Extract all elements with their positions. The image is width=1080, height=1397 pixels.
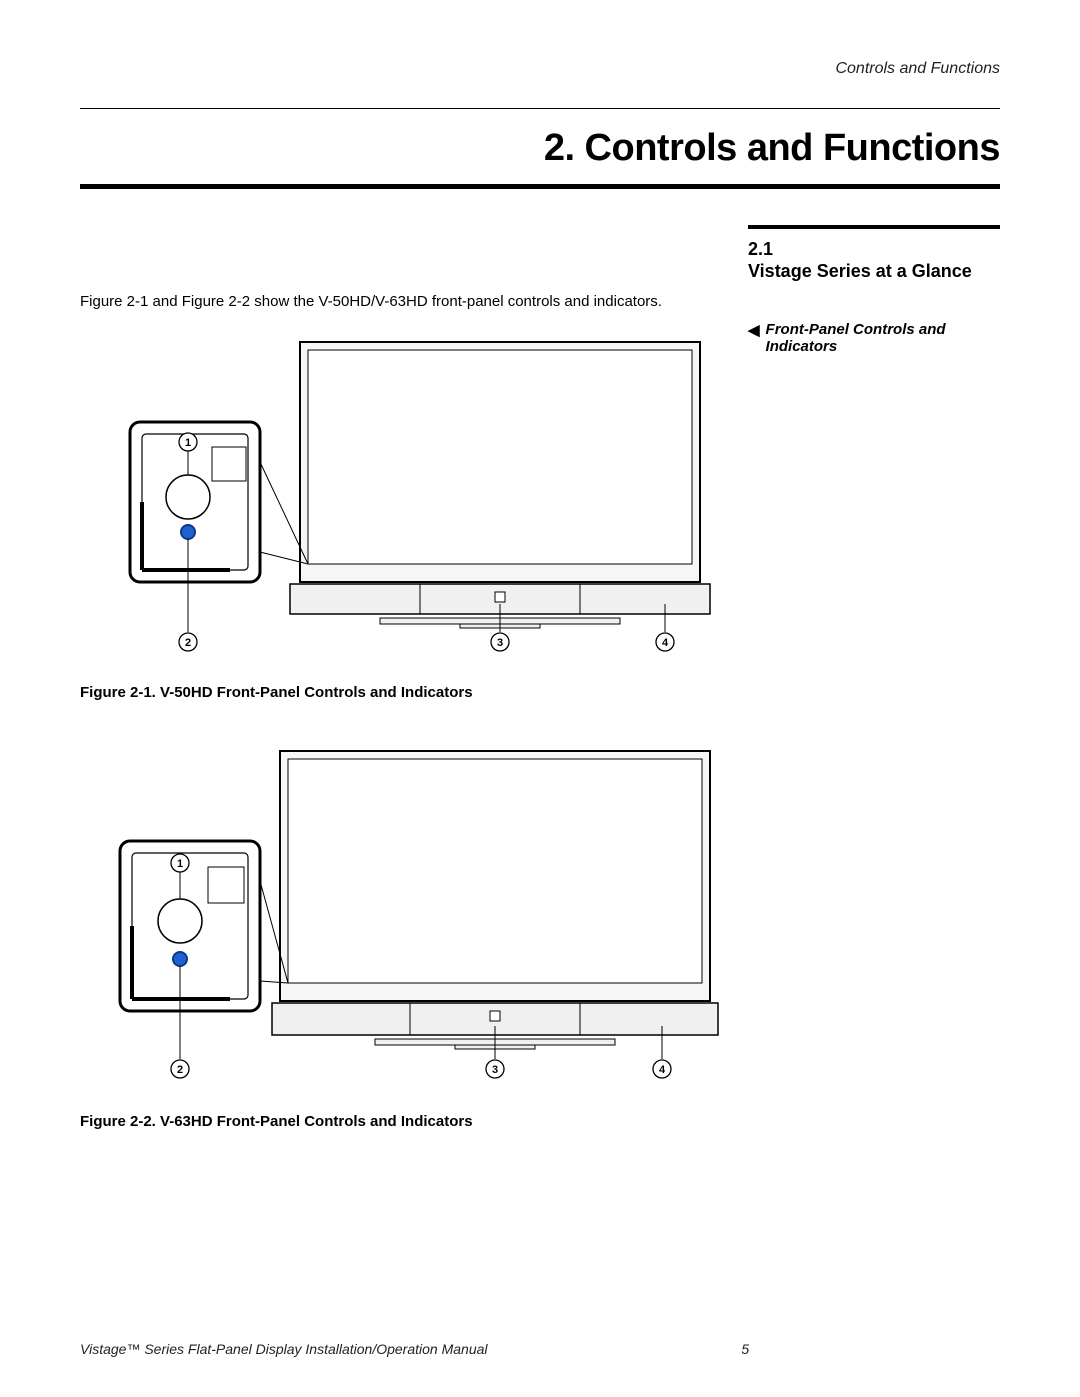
side-annotation-text: Front-Panel Controls and Indicators bbox=[766, 321, 1000, 355]
running-head: Controls and Functions bbox=[80, 60, 1000, 78]
figure-2-2: 1 2 3 4 Figure 2-2. V-63HD Front-Panel C bbox=[80, 741, 720, 1130]
svg-text:1: 1 bbox=[177, 858, 183, 870]
chapter-title: 2. Controls and Functions bbox=[80, 127, 1000, 170]
section-number: 2.1 bbox=[748, 239, 1000, 260]
section-title: Vistage Series at a Glance bbox=[748, 260, 1000, 283]
chapter-rule bbox=[80, 184, 1000, 189]
callout-4-label: 4 bbox=[662, 637, 669, 649]
figure-2-1-caption: Figure 2-1. V-50HD Front-Panel Controls … bbox=[80, 684, 720, 701]
svg-text:4: 4 bbox=[659, 1064, 666, 1076]
side-column: 2.1 Vistage Series at a Glance ◀ Front-P… bbox=[748, 225, 1000, 1130]
callout-1-label: 1 bbox=[185, 437, 191, 449]
callout-2-label: 2 bbox=[185, 637, 191, 649]
svg-text:2: 2 bbox=[177, 1064, 183, 1076]
footer-manual-title: Vistage™ Series Flat-Panel Display Insta… bbox=[80, 1341, 488, 1357]
main-column: Figure 2-1 and Figure 2-2 show the V-50H… bbox=[80, 225, 720, 1130]
callout-3-label: 3 bbox=[497, 637, 503, 649]
figure-2-2-caption: Figure 2-2. V-63HD Front-Panel Controls … bbox=[80, 1113, 720, 1130]
section-2-1: Figure 2-1 and Figure 2-2 show the V-50H… bbox=[80, 225, 1000, 1130]
footer-page-number: 5 bbox=[741, 1341, 749, 1357]
svg-text:3: 3 bbox=[492, 1064, 498, 1076]
figure-2-1-svg: 1 2 3 4 bbox=[80, 332, 720, 672]
header-rule bbox=[80, 108, 1000, 109]
left-arrow-icon: ◀ bbox=[748, 321, 760, 339]
page-footer: Vistage™ Series Flat-Panel Display Insta… bbox=[80, 1341, 1000, 1357]
figure-2-2-svg: 1 2 3 4 bbox=[80, 741, 720, 1101]
section-rule bbox=[748, 225, 1000, 229]
figure-2-1: 1 2 3 4 Figure 2-1. V-50HD Front-Panel C bbox=[80, 332, 720, 701]
side-annotation: ◀ Front-Panel Controls and Indicators bbox=[748, 321, 1000, 355]
intro-text: Figure 2-1 and Figure 2-2 show the V-50H… bbox=[80, 291, 720, 312]
